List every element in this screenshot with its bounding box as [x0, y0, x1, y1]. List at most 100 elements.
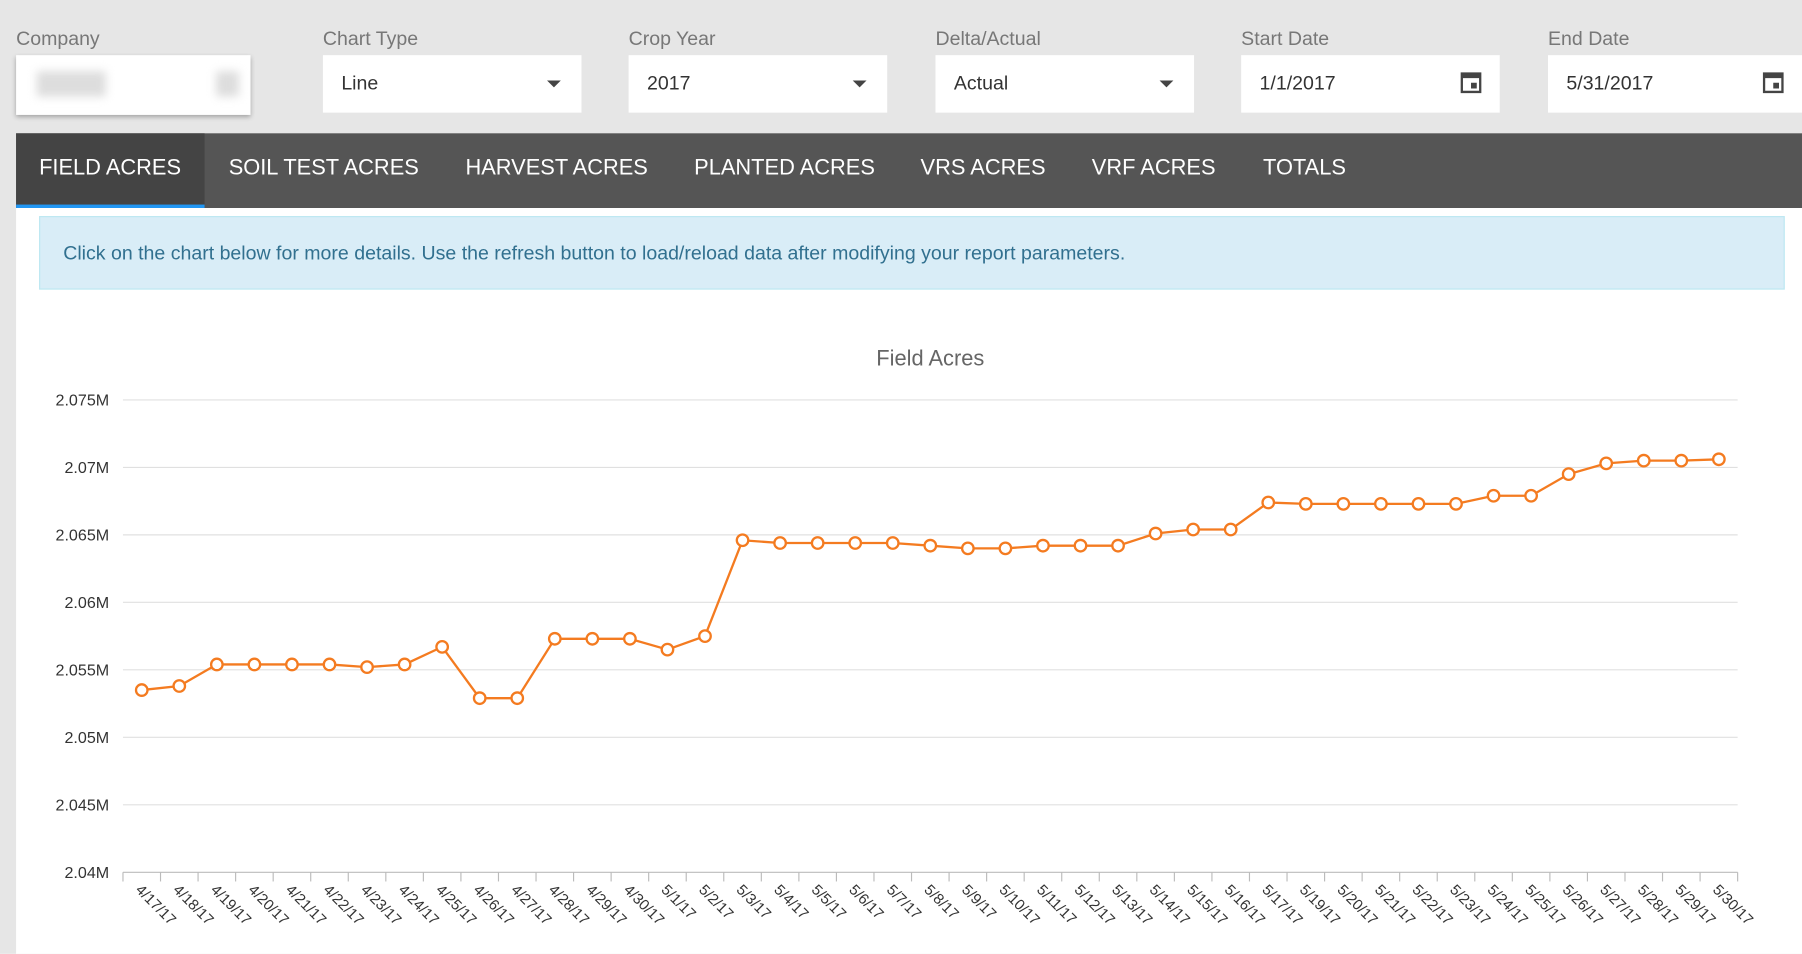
x-tick-label: 5/9/17 — [958, 881, 999, 922]
filter-label: End Date — [1548, 27, 1630, 50]
point — [623, 631, 637, 646]
tab[interactable]: FIELD ACRES — [16, 133, 205, 209]
x-tick-label: 5/26/17 — [1559, 881, 1606, 928]
point — [1599, 456, 1614, 471]
filter: End Date 5/31/2017 — [1548, 27, 1802, 113]
point — [735, 533, 750, 548]
point — [1223, 522, 1238, 537]
filter-input[interactable]: 2017 — [628, 55, 888, 113]
point — [510, 691, 525, 706]
x-tick-label: 5/3/17 — [733, 881, 774, 922]
point — [435, 639, 450, 654]
calendar-icon — [1762, 72, 1784, 94]
tab[interactable]: PLANTED ACRES — [694, 156, 875, 181]
blurred-value — [36, 71, 106, 97]
point — [1449, 496, 1463, 511]
filter-input[interactable]: 5/31/2017 — [1548, 55, 1802, 113]
tab[interactable]: VRF ACRES — [1091, 156, 1216, 181]
company-select[interactable] — [16, 55, 251, 115]
x-tick-label: 5/30/17 — [1709, 881, 1756, 928]
x-tick-label: 5/22/17 — [1409, 881, 1456, 928]
filter: Company — [16, 27, 276, 115]
y-tick-label: 2.07M — [64, 459, 109, 477]
filter-value: 2017 — [647, 72, 691, 95]
point — [848, 536, 863, 550]
x-tick-label: 5/8/17 — [921, 881, 962, 922]
x-tick-label: 5/17/17 — [1259, 881, 1306, 928]
x-tick-label: 4/25/17 — [432, 881, 479, 928]
point — [960, 541, 975, 556]
filter-value: 1/1/2017 — [1259, 72, 1336, 95]
y-tick-label: 2.05M — [64, 729, 109, 747]
x-tick-label: 5/24/17 — [1484, 881, 1531, 928]
x-tick-label: 5/6/17 — [845, 881, 886, 922]
x-tick-label: 4/28/17 — [545, 881, 592, 928]
x-tick-label: 4/22/17 — [320, 881, 367, 928]
info-box: Click on the chart below for more detail… — [39, 216, 1785, 290]
filter: Start Date 1/1/2017 — [1241, 27, 1501, 113]
point — [209, 657, 224, 672]
filter-label: Delta/Actual — [935, 27, 1041, 50]
x-tick-label: 5/5/17 — [808, 881, 849, 922]
filter-input[interactable]: Actual — [935, 55, 1195, 113]
x-tick-label: 5/21/17 — [1371, 881, 1418, 928]
x-tick-label: 5/23/17 — [1446, 881, 1493, 928]
filter-input[interactable]: 1/1/2017 — [1241, 55, 1500, 113]
point — [1486, 488, 1501, 503]
tab-bar: FIELD ACRES SOIL TEST ACRES HARVEST ACRES P… — [16, 133, 1802, 209]
y-tick-label: 2.04M — [64, 864, 109, 882]
x-tick-label: 5/15/17 — [1183, 881, 1230, 928]
x-tick-label: 5/19/17 — [1296, 881, 1343, 928]
point — [397, 657, 412, 672]
filter-value: Line — [341, 72, 379, 95]
y-tick-label: 2.055M — [56, 662, 110, 680]
point — [773, 536, 787, 550]
main-panel: Click on the chart below for more detail… — [16, 208, 1802, 954]
x-tick-label: 4/19/17 — [207, 881, 254, 928]
tab[interactable]: SOIL TEST ACRES — [228, 156, 419, 181]
x-tick-label: 4/20/17 — [245, 881, 292, 928]
blurred-icon — [216, 71, 240, 97]
point — [1036, 538, 1050, 553]
filter-label: Company — [16, 27, 100, 50]
point — [1636, 453, 1651, 468]
x-tick-label: 5/4/17 — [770, 881, 811, 922]
x-tick-label: 4/29/17 — [583, 881, 630, 928]
point — [660, 642, 675, 657]
x-tick-label: 4/27/17 — [508, 881, 555, 928]
calendar-icon — [1460, 72, 1482, 94]
tab[interactable]: VRS ACRES — [920, 156, 1046, 181]
point — [134, 683, 149, 697]
filter-value: Actual — [953, 72, 1009, 95]
tab[interactable]: HARVEST ACRES — [465, 156, 648, 181]
point — [472, 691, 487, 706]
filter-value: 5/31/2017 — [1566, 72, 1654, 95]
x-tick-label: 5/27/17 — [1596, 881, 1643, 928]
chart[interactable]: Field Acres 2.04M 2.045M 2.05M 2.055M 2.06M 2.… — [16, 208, 1802, 954]
filter-label: Start Date — [1241, 27, 1330, 50]
point — [285, 657, 299, 672]
x-tick-label: 5/25/17 — [1521, 881, 1568, 928]
filter-label: Chart Type — [322, 27, 419, 50]
filter-label: Crop Year — [628, 27, 716, 50]
x-tick-label: 4/17/17 — [132, 881, 179, 928]
dropdown-caret — [852, 80, 867, 88]
filter: Chart Type Line — [322, 27, 583, 113]
point — [172, 679, 187, 693]
x-tick-label: 4/26/17 — [470, 881, 517, 928]
dropdown-caret — [1159, 80, 1174, 88]
tab[interactable]: TOTALS — [1263, 156, 1346, 181]
point — [810, 536, 825, 550]
x-tick-label: 5/12/17 — [1071, 881, 1118, 928]
filter: Delta/Actual Actual — [935, 27, 1195, 113]
x-tick-label: 5/29/17 — [1672, 881, 1719, 928]
filter: Crop Year 2017 — [628, 27, 889, 113]
dropdown-caret — [547, 80, 561, 88]
filter-input[interactable]: Line — [322, 55, 582, 113]
point — [1561, 467, 1576, 482]
x-tick-label: 5/11/17 — [1033, 881, 1079, 927]
x-tick-label: 5/28/17 — [1634, 881, 1681, 928]
point — [585, 631, 600, 646]
y-tick-label: 2.045M — [56, 797, 110, 815]
